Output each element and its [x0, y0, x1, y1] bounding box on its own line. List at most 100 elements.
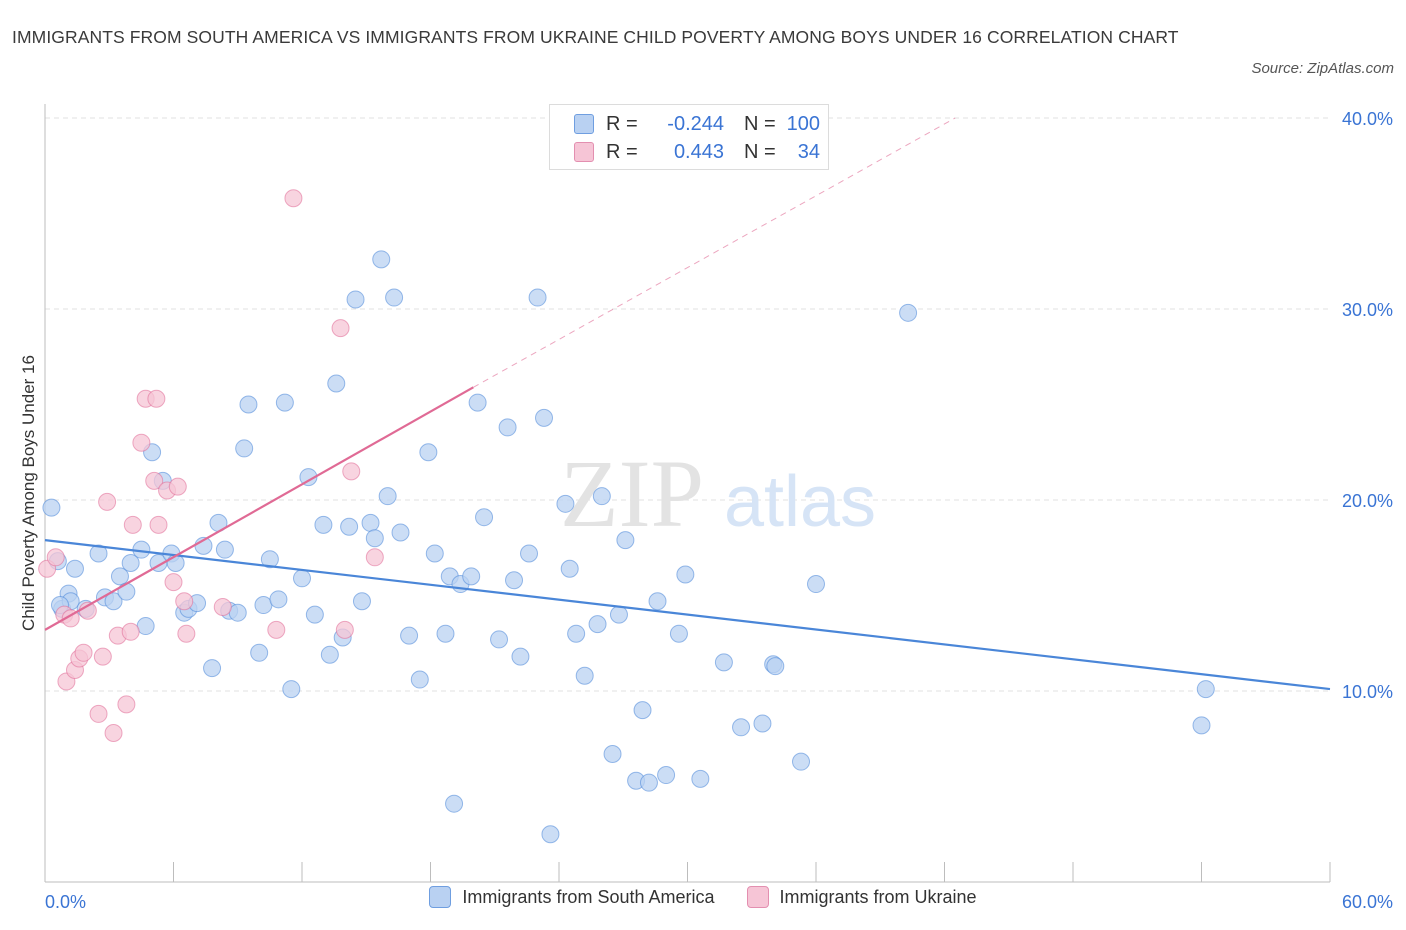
axes	[44, 104, 1331, 883]
south-america-point	[314, 515, 333, 534]
data-points	[38, 189, 1215, 844]
south-america-point	[203, 659, 222, 678]
south-america-point	[528, 288, 547, 307]
south-america-point	[633, 701, 652, 720]
south-america-point	[1196, 680, 1215, 699]
south-america-point	[567, 624, 586, 643]
ukraine-trend-extension	[473, 117, 956, 388]
south-america-point	[505, 571, 524, 590]
south-america-point	[468, 393, 487, 412]
chart-title: IMMIGRANTS FROM SOUTH AMERICA VS IMMIGRA…	[12, 27, 1179, 47]
legend-row-south-america: R = -0.244 N = 100	[574, 111, 820, 137]
watermark: ZIP atlas	[560, 440, 876, 547]
ukraine-point	[168, 477, 187, 496]
ukraine-point	[145, 471, 164, 490]
legend-r-label: R =	[606, 140, 638, 163]
south-america-point	[372, 250, 391, 269]
south-america-point	[766, 657, 785, 676]
south-america-point	[320, 645, 339, 664]
series-swatch-south-america	[429, 886, 452, 908]
south-america-point	[648, 592, 667, 611]
south-america-point	[365, 529, 384, 548]
south-america-point	[275, 393, 294, 412]
south-america-point	[136, 617, 155, 636]
south-america-point	[340, 517, 359, 536]
south-america-point	[535, 408, 554, 427]
ukraine-point	[121, 622, 140, 641]
ukraine-point	[98, 492, 117, 511]
ukraine-point	[213, 597, 232, 616]
ukraine-point	[147, 389, 166, 408]
ukraine-point	[331, 319, 350, 338]
series-legend-ukraine: Immigrants from Ukraine	[746, 886, 977, 908]
south-america-point	[1192, 716, 1211, 735]
source-label: Source: ZipAtlas.com	[1251, 60, 1394, 77]
south-america-point	[410, 670, 429, 689]
series-label-south-america: Immigrants from South America	[462, 886, 715, 907]
south-america-point	[807, 575, 825, 594]
south-america-point	[732, 718, 751, 737]
south-america-point	[588, 615, 607, 634]
legend-r-value: -0.244	[667, 112, 724, 135]
y-tick-label: 10.0%	[1342, 682, 1393, 702]
ukraine-point	[123, 515, 142, 534]
south-america-point	[490, 630, 509, 649]
south-america-point	[511, 647, 530, 666]
south-america-point	[346, 290, 365, 309]
south-america-point	[89, 544, 108, 563]
legend-n-label: N =	[744, 112, 776, 135]
south-america-point	[391, 523, 410, 542]
south-america-point	[560, 559, 579, 578]
legend-swatch-south-america	[574, 114, 594, 134]
watermark-zip: ZIP	[560, 440, 704, 547]
ukraine-point	[267, 620, 286, 639]
south-america-point	[282, 680, 301, 699]
watermark-atlas: atlas	[724, 462, 876, 542]
south-america-point	[676, 565, 695, 584]
series-legend-south-america: Immigrants from South America	[429, 886, 715, 908]
series-label-ukraine: Immigrants from Ukraine	[779, 886, 977, 907]
legend-r-label: R =	[606, 112, 638, 135]
tick-labels: 10.0% 20.0% 30.0% 40.0% 0.0% 60.0%	[45, 109, 1393, 912]
ukraine-point	[284, 189, 303, 208]
south-america-point	[436, 624, 455, 643]
south-america-point	[425, 544, 444, 563]
ukraine-point	[93, 647, 112, 666]
south-america-point	[305, 605, 324, 624]
ukraine-point	[132, 433, 151, 452]
legend-n-label: N =	[744, 140, 776, 163]
ukraine-trend-line	[44, 386, 474, 631]
south-america-point	[691, 769, 710, 788]
south-america-point	[400, 626, 419, 645]
legend-n-value: 100	[786, 112, 820, 135]
y-axis-label: Child Poverty Among Boys Under 16	[19, 355, 38, 631]
south-america-point	[714, 653, 733, 672]
south-america-point	[293, 569, 311, 588]
south-america-point	[520, 544, 539, 563]
south-america-point	[462, 567, 481, 586]
south-america-point	[445, 794, 464, 813]
south-america-point	[899, 303, 918, 322]
south-america-point	[228, 603, 247, 622]
ukraine-point	[89, 704, 108, 723]
south-america-point	[65, 559, 84, 578]
south-america-point	[385, 288, 404, 307]
south-america-point	[657, 766, 676, 785]
south-america-point	[592, 487, 611, 506]
south-america-point	[603, 745, 622, 764]
legend-row-ukraine: R = 0.443 N = 34	[574, 139, 820, 165]
south-america-point	[419, 443, 438, 462]
ukraine-point	[149, 515, 168, 534]
south-america-point	[575, 666, 594, 685]
ukraine-point	[104, 724, 123, 743]
south-america-point	[669, 624, 688, 643]
south-america-trend-line	[44, 539, 1331, 691]
south-america-point	[792, 752, 811, 771]
legend-swatch-ukraine	[574, 142, 594, 162]
ukraine-point	[164, 573, 183, 592]
south-america-point	[215, 540, 234, 559]
south-america-point	[327, 374, 346, 393]
ukraine-point	[365, 548, 384, 567]
x-tick-label: 60.0%	[1342, 892, 1393, 912]
